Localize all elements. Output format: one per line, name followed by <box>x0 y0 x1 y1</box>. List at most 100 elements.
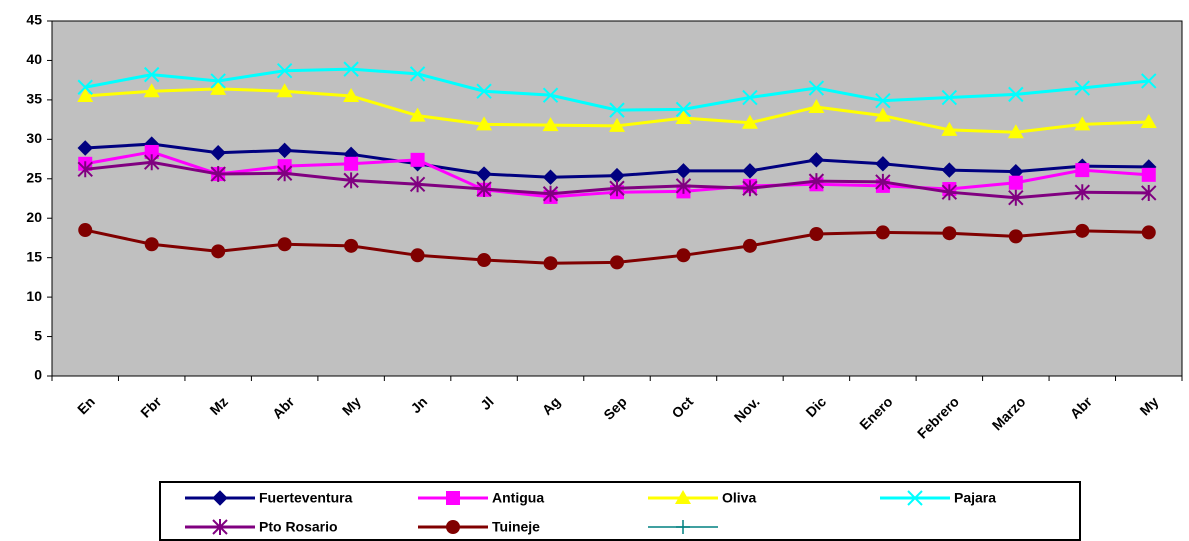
legend-box <box>159 481 1081 541</box>
marker <box>542 185 559 202</box>
marker <box>476 181 492 198</box>
marker <box>808 98 825 113</box>
series <box>78 223 1156 271</box>
marker <box>741 114 758 129</box>
x-tick-label: My <box>1136 393 1161 418</box>
legend-entry: Tuineje <box>418 519 540 535</box>
marker <box>343 87 360 102</box>
marker <box>212 490 228 506</box>
marker <box>609 102 625 118</box>
x-tick-label: Dic <box>802 393 829 420</box>
y-tick-label: 25 <box>26 169 42 185</box>
marker <box>276 62 293 79</box>
marker <box>446 520 460 534</box>
marker <box>808 152 825 168</box>
marker <box>1075 163 1090 178</box>
marker <box>941 184 958 201</box>
marker <box>742 163 758 179</box>
marker <box>543 256 558 271</box>
legend-label: Oliva <box>722 490 756 506</box>
legend-unnamed-entry <box>648 520 718 534</box>
marker <box>1140 113 1157 128</box>
marker <box>675 101 692 118</box>
marker <box>410 152 425 167</box>
x-tick-label: Marzo <box>989 393 1029 433</box>
marker <box>476 116 493 131</box>
marker <box>1141 167 1156 182</box>
marker <box>276 83 293 98</box>
legend-entry: Pto Rosario <box>185 519 338 535</box>
marker <box>1008 86 1024 103</box>
marker <box>742 238 757 253</box>
y-tick-label: 0 <box>34 367 42 383</box>
marker <box>1008 229 1023 244</box>
x-tick-label: Ag <box>539 393 564 418</box>
x-tick-label: Enero <box>856 393 895 432</box>
marker <box>143 83 160 98</box>
marker <box>210 166 226 183</box>
marker <box>1008 175 1023 190</box>
marker <box>675 490 691 504</box>
x-tick-label: Abr <box>269 393 298 422</box>
marker <box>144 144 159 159</box>
marker <box>1074 184 1090 201</box>
marker <box>609 117 625 132</box>
y-tick-label: 30 <box>26 130 42 146</box>
legend-label: Antigua <box>492 490 544 506</box>
legend-entry: Oliva <box>648 490 756 506</box>
x-tick-label: Jl <box>477 393 497 413</box>
marker <box>942 226 957 241</box>
marker <box>1141 73 1157 89</box>
y-tick-label: 5 <box>34 327 42 343</box>
marker <box>143 154 160 171</box>
marker <box>477 253 492 268</box>
marker <box>210 145 226 161</box>
x-tick-label: Nov. <box>731 393 763 425</box>
marker <box>77 140 93 156</box>
marker <box>675 177 692 194</box>
x-tick-label: Sep <box>600 393 629 422</box>
marker <box>542 87 559 103</box>
series <box>77 80 1157 139</box>
marker <box>144 237 159 252</box>
y-tick-label: 10 <box>26 288 42 304</box>
marker <box>875 92 891 109</box>
y-tick-label: 40 <box>26 51 42 67</box>
legend-label: Pajara <box>954 490 996 506</box>
legend-entry: Fuerteventura <box>185 490 353 506</box>
marker <box>344 156 359 171</box>
marker <box>1008 189 1024 206</box>
marker <box>941 162 958 178</box>
marker <box>874 107 891 122</box>
marker <box>542 117 559 132</box>
marker <box>211 244 226 259</box>
series <box>77 61 1157 118</box>
legend-label: Tuineje <box>492 519 540 535</box>
marker <box>742 89 758 106</box>
marker <box>476 83 492 99</box>
marker <box>609 180 625 197</box>
marker <box>446 491 460 505</box>
x-tick-label: Febrero <box>914 393 962 441</box>
marker <box>212 519 228 535</box>
marker <box>343 61 359 77</box>
marker <box>77 87 94 102</box>
marker <box>808 173 825 190</box>
marker <box>277 237 292 252</box>
marker <box>875 156 891 172</box>
marker <box>276 165 293 182</box>
marker <box>210 73 226 89</box>
legend-label: Pto Rosario <box>259 519 338 535</box>
marker <box>809 227 824 241</box>
marker <box>675 110 692 125</box>
marker <box>143 66 160 83</box>
marker <box>210 80 227 95</box>
marker <box>941 121 958 136</box>
marker <box>1141 184 1157 201</box>
marker <box>875 173 891 190</box>
marker <box>410 248 425 263</box>
marker <box>875 225 890 240</box>
marker <box>77 161 93 178</box>
marker <box>1074 116 1091 131</box>
